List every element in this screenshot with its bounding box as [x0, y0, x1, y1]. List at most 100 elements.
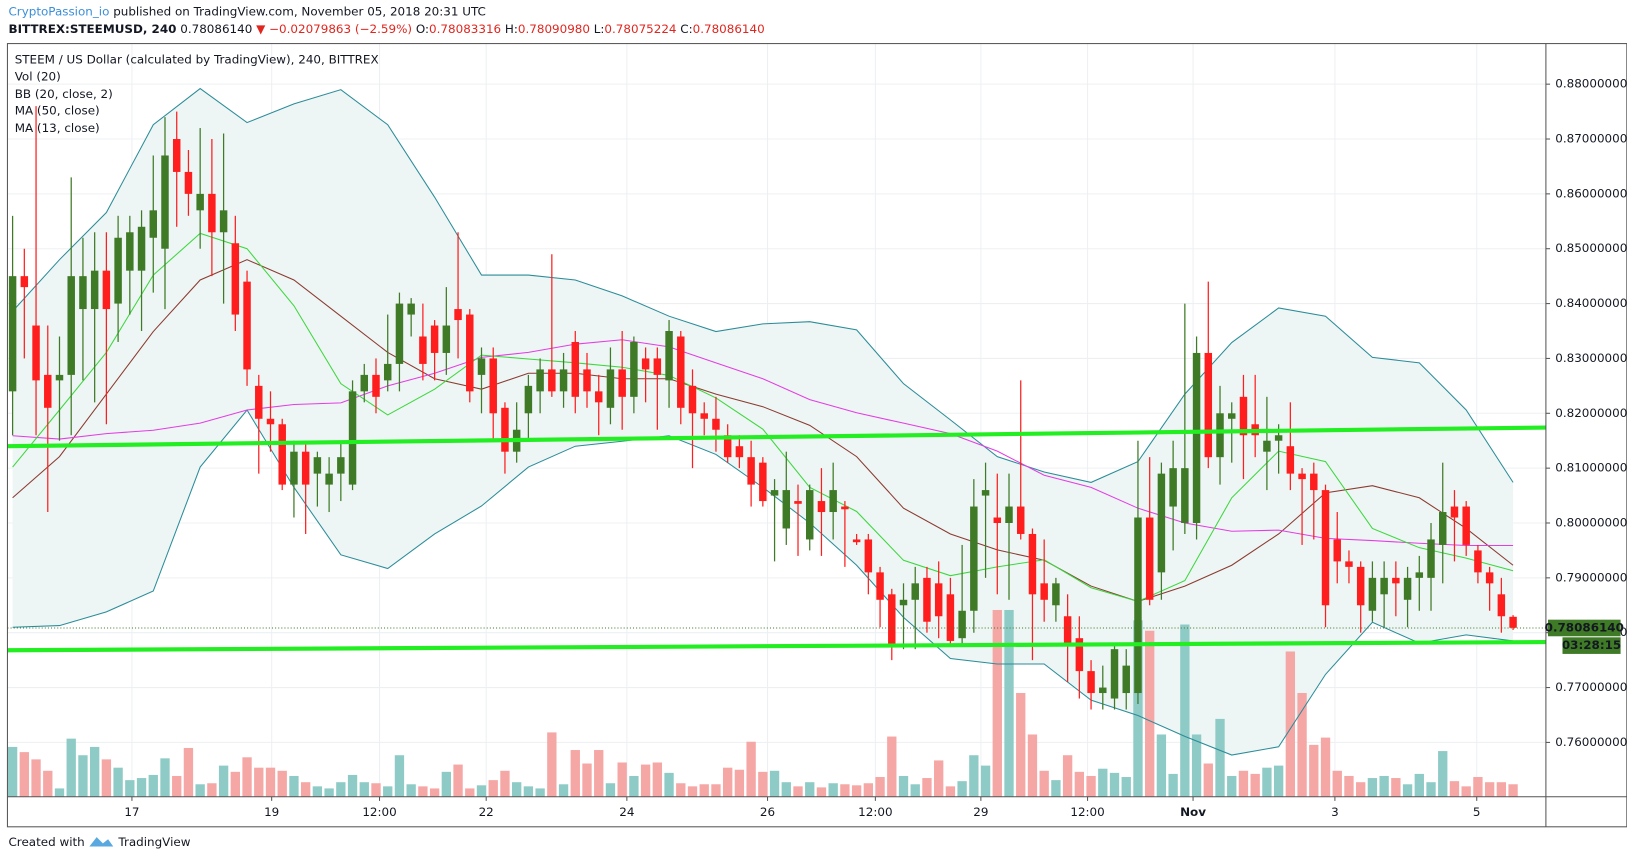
candle-body [1192, 352, 1201, 523]
volume-bar [1215, 718, 1225, 797]
volume-bar [711, 784, 721, 797]
change: −0.02079863 (−2.59%) [269, 22, 412, 36]
volume-bar [1004, 609, 1014, 797]
volume-bar [1203, 763, 1213, 797]
candle-body [677, 336, 685, 408]
candle-body [548, 369, 556, 392]
candle-body [1310, 473, 1318, 491]
y-tick-label: 0.85000000 [1555, 241, 1627, 255]
volume-bar [957, 781, 967, 797]
close-value: 0.78086140 [693, 22, 765, 36]
candle-body [1216, 413, 1224, 458]
candle-body [8, 276, 17, 392]
volume-bar [371, 783, 381, 797]
x-tick-label: 12:00 [1070, 805, 1104, 819]
candle-body [208, 193, 216, 233]
volume-bar [1356, 782, 1366, 797]
candle-body [841, 506, 849, 510]
volume-bar [570, 750, 580, 797]
candle-body [231, 243, 240, 315]
volume-bar [101, 759, 112, 797]
candle-body [735, 446, 744, 458]
volume-bar [418, 786, 428, 797]
plot-area [7, 43, 1546, 797]
volume-bar [898, 775, 909, 797]
volume-bar [840, 784, 850, 797]
volume-bar [594, 750, 604, 797]
volume-bar [828, 783, 838, 797]
volume-bar [758, 771, 768, 797]
candle-body [899, 599, 908, 606]
candle-body [536, 369, 544, 392]
candle-body [325, 473, 333, 485]
volume-bar [945, 786, 956, 797]
candle-body [1333, 539, 1341, 562]
candle-body [1052, 583, 1060, 606]
volume-bar [910, 784, 920, 797]
volume-bar [394, 755, 405, 797]
volume-bar [1238, 770, 1249, 797]
candle-body [372, 374, 380, 397]
close-label: C: [680, 22, 692, 36]
volume-bar [1156, 734, 1167, 797]
candle-body [1099, 687, 1107, 694]
candle-body [20, 276, 29, 288]
candle-body [1462, 506, 1470, 545]
volume-bar [781, 782, 791, 797]
volume-bar [359, 782, 369, 797]
volume-bar [218, 765, 229, 797]
candle-body [688, 385, 697, 414]
last-price-box [1547, 619, 1621, 637]
candle-body [477, 358, 486, 375]
volume-bar [969, 755, 979, 797]
volume-bar [1016, 692, 1026, 797]
candle-body [1145, 517, 1154, 600]
candle-body [653, 358, 662, 375]
volume-bar [441, 771, 452, 797]
volume-bar [664, 772, 674, 797]
y-tick-label: 0.79000000 [1555, 570, 1627, 584]
volume-bar [289, 775, 299, 797]
volume-bar [523, 786, 534, 797]
volume-bar [547, 732, 557, 797]
volume-bar [640, 764, 651, 797]
brand-logo [89, 837, 114, 847]
candle-body [348, 391, 357, 485]
volume-bar [535, 788, 545, 797]
volume-bar [1180, 624, 1190, 797]
volume-bar [1051, 780, 1061, 797]
volume-bar [1438, 751, 1448, 797]
volume-bar [1227, 775, 1237, 797]
volume-bar [1086, 775, 1096, 797]
candle-body [700, 413, 708, 419]
candle-body [278, 424, 286, 485]
candle-body [1204, 352, 1213, 458]
volume-bar [1391, 778, 1401, 797]
open-label: O: [416, 22, 429, 36]
author-link[interactable]: CryptoPassion_io [8, 4, 109, 18]
x-tick-label: 19 [264, 805, 279, 819]
volume-bar [125, 780, 135, 797]
low-value: 0.78075224 [604, 22, 676, 36]
candle-body [1005, 506, 1013, 523]
volume-bar [43, 770, 53, 797]
candle-body [32, 325, 40, 381]
candle-body [923, 577, 931, 622]
candle-body [1356, 566, 1365, 606]
x-tick-label: 12:00 [858, 805, 892, 819]
candle-body [759, 462, 767, 502]
volume-bar [242, 757, 252, 797]
candle-body [44, 374, 52, 408]
x-tick-label: 3 [1331, 805, 1339, 819]
volume-bar [676, 783, 686, 797]
brand-link[interactable]: TradingView [117, 835, 190, 849]
volume-bar [172, 775, 182, 797]
legend-entry: Vol (20) [15, 69, 61, 83]
volume-bar [476, 785, 487, 797]
candle-body [184, 171, 193, 194]
candle-body [1298, 473, 1306, 480]
volume-bar [160, 758, 170, 797]
candle-body [1403, 577, 1412, 600]
candle-body [594, 391, 603, 403]
candle-body [864, 539, 873, 573]
